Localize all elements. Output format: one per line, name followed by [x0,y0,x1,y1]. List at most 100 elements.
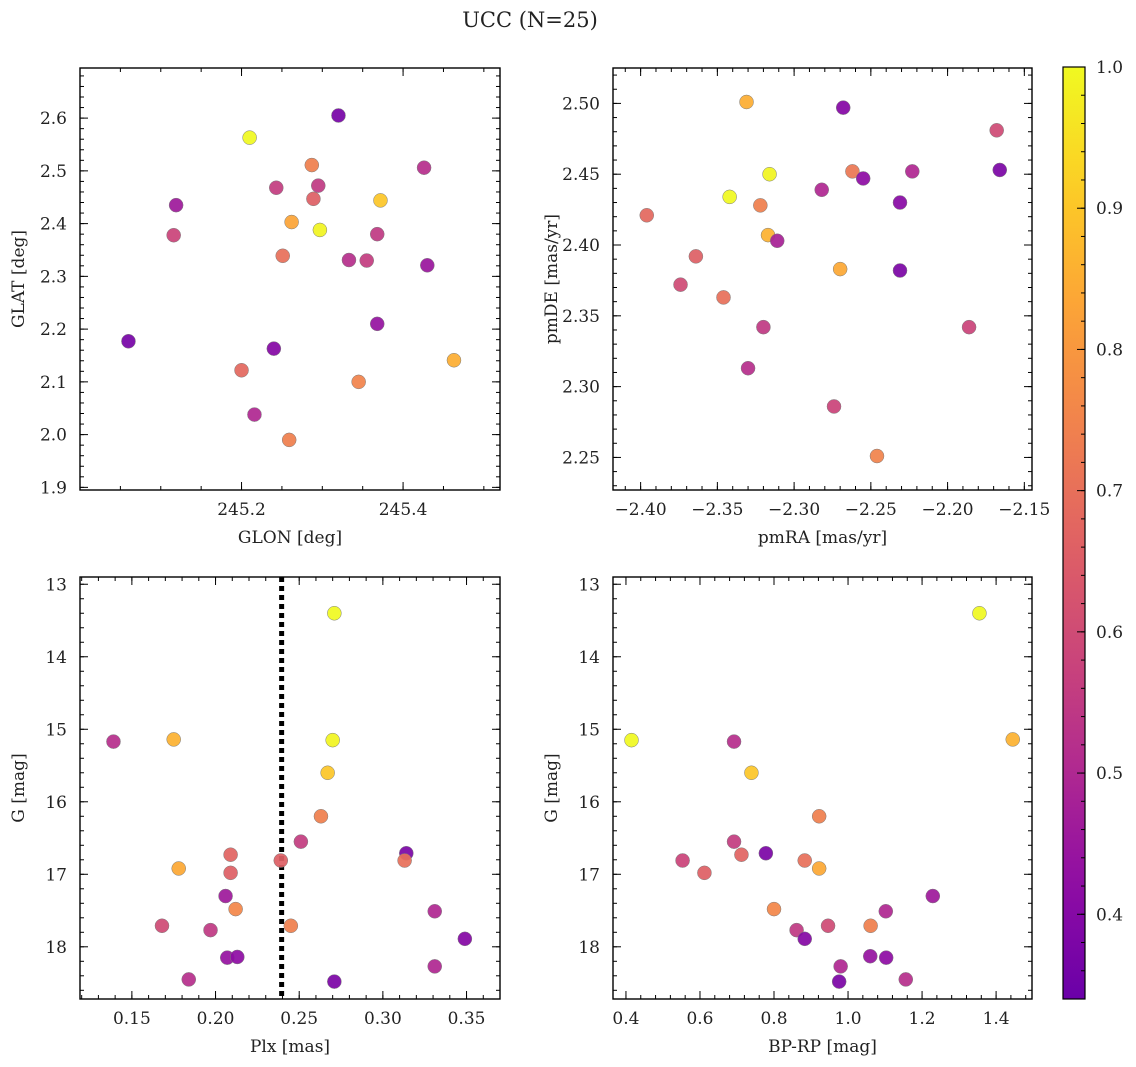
data-point [369,316,385,332]
data-point [242,130,257,145]
panels: 245.2 245.4 1.9 2.0 2.1 2.2 2.3 2.4 2.5 2.6 GLON [… [9,67,1050,1057]
data-point [756,319,771,335]
y-axis-label: G [mag] [542,753,562,822]
data-point [281,432,297,448]
ticks [79,68,500,490]
data-point [734,847,749,862]
y-tick-label: 14 [45,648,67,668]
data-point [740,360,756,376]
data-point [972,606,987,621]
data-point [673,277,688,292]
data-point [766,901,782,917]
data-point [811,809,827,824]
data-point [275,248,290,264]
data-point [835,100,851,115]
x-tick-label: 0.6 [686,1009,713,1029]
y-tick-label: 17 [578,865,600,885]
data-point [726,834,742,849]
x-axis-label: pmRA [mas/yr] [758,528,887,548]
data-point [898,972,914,987]
x-tick-label: 0.25 [280,1009,318,1029]
axes-frame [612,576,1033,1000]
data-point [266,341,282,356]
data-point [273,853,289,868]
x-tick-label: −2.35 [691,500,743,520]
panel-1: 245.2 245.4 1.9 2.0 2.1 2.2 2.3 2.4 2.5 2.6 GLON [… [9,67,501,548]
y-tick-label: 13 [45,575,67,595]
data-point [845,164,860,179]
data-point [925,888,941,904]
ticks [613,68,1032,490]
data-point [223,847,238,862]
data-point [716,290,731,305]
y-tick-label: 18 [578,938,600,958]
data-point [697,865,712,881]
axes-frame [79,67,501,491]
data-point [961,319,977,335]
panel-2: −2.40 −2.35 −2.30 −2.25 −2.20 −2.15 2.25 2.30 2.… [542,67,1050,548]
data-point [892,263,908,278]
x-axis-label: Plx [mas] [250,1037,330,1057]
y-tick-label: 2.2 [40,320,67,340]
ticks [613,577,1032,999]
data-point [306,191,321,207]
data-point [373,193,388,208]
data-point [228,901,243,917]
data-point [293,834,309,849]
data-point [831,974,847,989]
x-tick-label: 245.4 [379,500,428,520]
data-point [992,162,1008,178]
data-point [1005,732,1021,747]
points [639,94,1008,464]
data-point [269,180,284,195]
y-tick-label: 2.1 [40,373,67,393]
y-tick-label: 2.40 [562,236,600,256]
data-point [320,765,335,781]
panel-4: 0.4 0.6 0.8 1.0 1.2 1.4 13 14 15 16 17 18 BP-RP [mag… [542,575,1033,1057]
data-point [420,258,435,273]
data-point [878,950,894,965]
data-point [234,363,249,378]
data-point [753,198,768,213]
y-tick-label: 2.5 [40,162,67,182]
data-point [166,227,181,243]
data-point [869,448,885,464]
axes-frame [612,67,1033,491]
figure-title: UCC (N=25) [462,8,598,32]
data-point [797,931,812,947]
axes-frame [79,576,501,1000]
y-axis-label: GLAT [deg] [9,230,29,328]
x-tick-label: −2.25 [845,500,897,520]
y-tick-label: 2.0 [40,426,67,446]
x-tick-label: 0.20 [197,1009,235,1029]
colorbar-tick-label: 0.8 [1096,340,1123,360]
data-point [283,918,299,934]
data-point [811,861,827,876]
data-point [247,407,262,422]
data-point [892,195,908,210]
colorbar-gradient [1062,66,1086,1000]
y-tick-label: 16 [45,793,67,813]
data-point [739,94,754,110]
y-tick-label: 2.3 [40,267,67,287]
data-point [457,931,473,947]
x-tick-label: 1.4 [983,1009,1010,1029]
points [106,606,473,989]
colorbar-tick-label: 0.4 [1096,905,1123,925]
x-tick-label: 0.4 [612,1009,639,1029]
data-point [726,734,742,749]
colorbar: 0.4 0.5 0.6 0.7 0.8 0.9 1.0 [1062,58,1123,1000]
y-axis-label: G [mag] [9,753,29,822]
colorbar-tick-label: 0.5 [1096,764,1123,784]
y-tick-label: 1.9 [40,478,67,498]
colorbar-tick-label: 0.6 [1096,623,1123,643]
y-tick-label: 16 [578,793,600,813]
y-tick-label: 2.45 [562,165,600,185]
data-point [106,734,121,749]
x-axis-label: GLON [deg] [238,528,342,548]
x-tick-label: −2.40 [615,500,667,520]
data-point [832,261,848,277]
y-tick-label: 15 [578,720,600,740]
data-point [331,108,346,123]
data-point [327,974,342,989]
